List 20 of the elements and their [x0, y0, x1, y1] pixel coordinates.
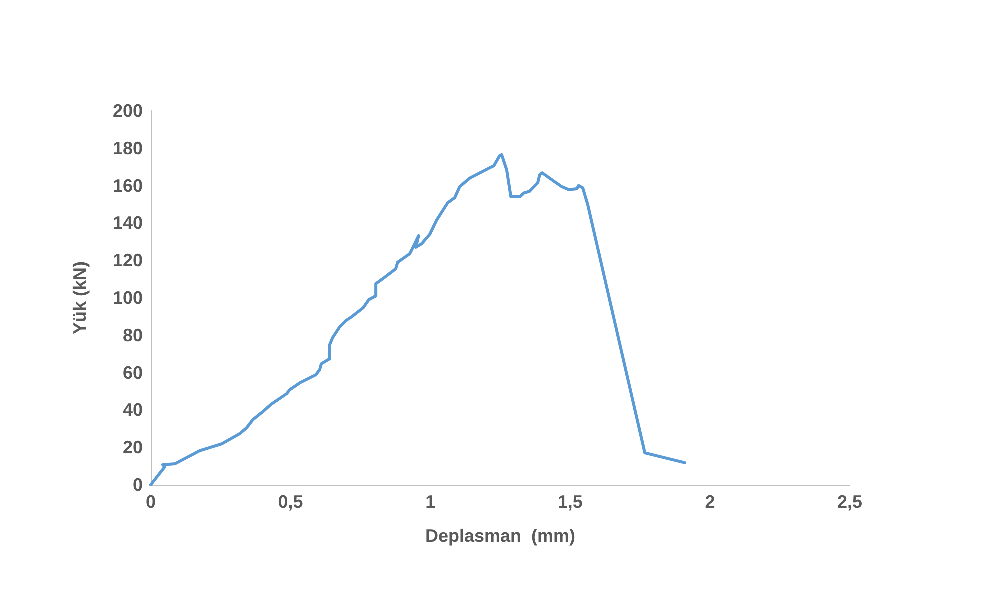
y-tick-label: 140 — [112, 213, 143, 234]
x-tick-label: 0 — [146, 492, 156, 512]
line-series — [150, 153, 687, 486]
y-tick-label: 100 — [112, 288, 143, 308]
y-tick-label: 80 — [122, 325, 143, 346]
y-tick-label: 180 — [112, 138, 143, 158]
y-tick-label: 200 — [112, 101, 143, 121]
x-tick-label: 0,5 — [278, 492, 304, 512]
y-tick-label: 40 — [122, 400, 143, 420]
y-tick-label: 60 — [122, 362, 143, 383]
x-tick-label: 2,5 — [837, 492, 863, 512]
y-tick-label: 120 — [112, 250, 143, 271]
x-tick-label: 1,5 — [558, 492, 583, 512]
y-tick-label: 0 — [132, 475, 143, 495]
y-tick-label: 20 — [122, 438, 143, 458]
x-axis-title: Deplasman (mm) — [425, 526, 576, 546]
y-axis-title: Yük (kN) — [70, 261, 90, 335]
x-tick-label: 1 — [426, 492, 436, 512]
x-tick-label: 2 — [705, 492, 716, 512]
y-tick-label: 160 — [112, 176, 143, 196]
